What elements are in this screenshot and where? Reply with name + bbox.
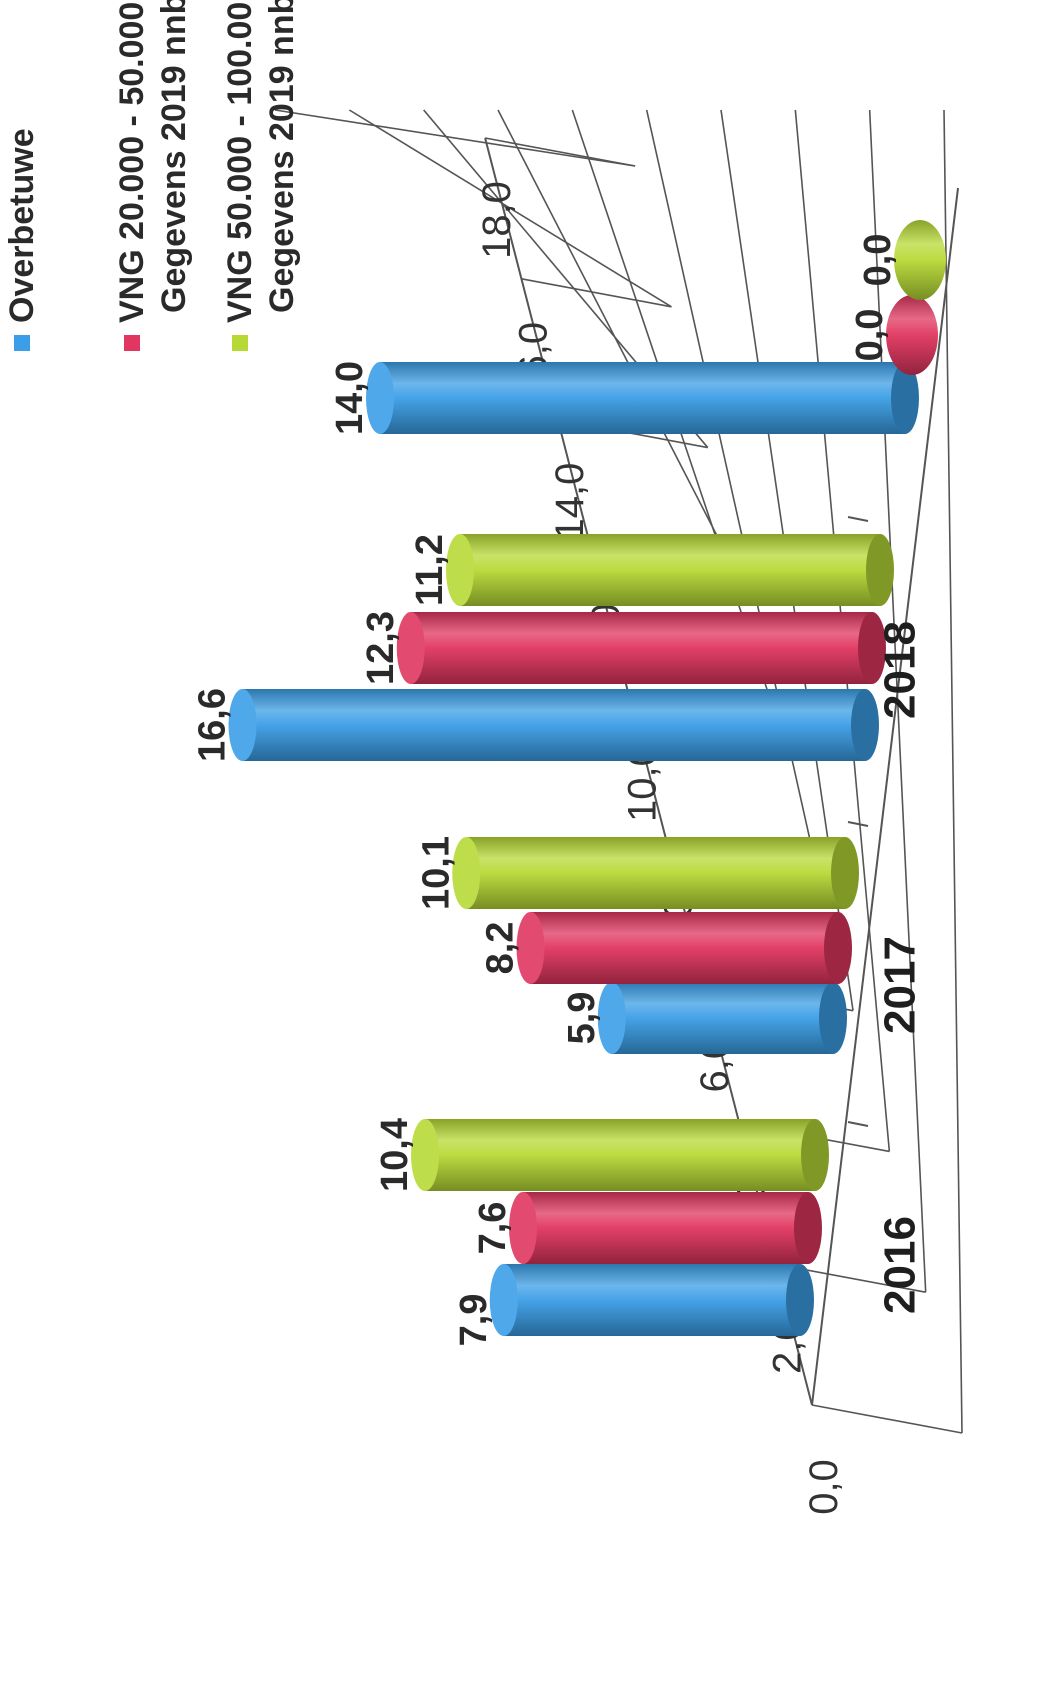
legend-label: Gegevens 2019 nnb	[155, 0, 193, 313]
bar-overbetuwe	[242, 689, 865, 761]
data-label: 5,9	[561, 992, 603, 1045]
data-label: 11,2	[409, 534, 451, 606]
bar-cap	[446, 534, 474, 606]
legend-label: VNG 50.000 - 100.00	[221, 2, 259, 323]
y-tick-label: 0,0	[802, 1459, 846, 1515]
gridline	[521, 277, 672, 308]
data-label: 12,3	[360, 611, 402, 685]
gridline-back	[497, 109, 745, 589]
gridline-back	[274, 109, 636, 167]
bar-base	[858, 612, 886, 684]
category-label: 2016	[876, 1216, 925, 1314]
y-tick-label: 18,0	[475, 181, 519, 259]
bar-vng	[460, 534, 880, 606]
gridline-back	[868, 109, 927, 1293]
bar-cap	[366, 362, 394, 434]
legend-swatch	[232, 335, 248, 351]
category-label: 2017	[876, 936, 925, 1034]
bar-overbetuwe	[380, 362, 905, 434]
bar-vng	[466, 837, 845, 909]
bar-base	[801, 1119, 829, 1191]
category-labels: 2016 2017 2018	[876, 621, 925, 1314]
data-label: 10,4	[374, 1118, 416, 1192]
bar-cap	[597, 982, 626, 1054]
bar-cap	[516, 912, 545, 984]
bar-base	[786, 1264, 814, 1336]
data-labels: 7,9 7,6 10,4 5,9 8,2 10,1 16,6 12,311,2 14,0 0,0 0…	[192, 234, 900, 1347]
data-label: 0,0	[857, 234, 899, 287]
legend-swatch	[14, 335, 30, 351]
data-label: 14,0	[329, 361, 371, 435]
bar-base	[824, 912, 852, 984]
data-label: 10,1	[415, 836, 457, 910]
bar-cap	[509, 1192, 537, 1264]
data-label: 7,6	[472, 1202, 514, 1255]
gridline-back	[348, 109, 672, 308]
legend-label: Gegevens 2019 nnb	[263, 0, 301, 313]
data-label: 7,9	[453, 1294, 495, 1347]
y-tick-label: 14,0	[548, 463, 592, 541]
legend-swatch	[124, 335, 140, 351]
legend-label: VNG 20.000 - 50.000	[113, 2, 151, 323]
bar-cap	[489, 1264, 518, 1336]
bar-overbetuwe	[611, 982, 833, 1054]
bar-cap	[228, 689, 257, 761]
bar-base	[819, 982, 847, 1054]
bars	[228, 220, 946, 1336]
bar-base	[866, 534, 894, 606]
category-tick	[847, 821, 869, 827]
bar-zero-disc	[894, 220, 946, 300]
category-tick	[847, 516, 869, 522]
bar-base	[851, 689, 879, 761]
bar-vng	[530, 912, 838, 984]
bar-cap	[396, 612, 425, 684]
data-label: 8,2	[480, 922, 522, 975]
legend-label: Overbetuwe	[3, 128, 41, 323]
gridline	[811, 1404, 963, 1434]
bar-base	[831, 837, 859, 909]
floor-axis	[811, 187, 959, 1406]
category-tick	[847, 1121, 869, 1127]
data-label: 0,0	[849, 309, 891, 362]
bar-overbetuwe	[503, 1264, 800, 1336]
category-label: 2018	[876, 621, 925, 719]
bar-cap	[411, 1119, 439, 1191]
bar-vng	[425, 1119, 815, 1191]
gridline-back	[943, 109, 963, 1434]
data-label: 16,6	[192, 688, 234, 762]
bar-vng	[523, 1192, 808, 1264]
legend: Overbetuwe VNG 20.000 - 50.000 Gegevens 20…	[3, 0, 301, 351]
bar-vng	[410, 612, 872, 684]
bar-zero-disc	[886, 295, 938, 375]
bar-cap	[452, 837, 481, 909]
bar-base	[891, 362, 919, 434]
bar-base	[794, 1192, 822, 1264]
